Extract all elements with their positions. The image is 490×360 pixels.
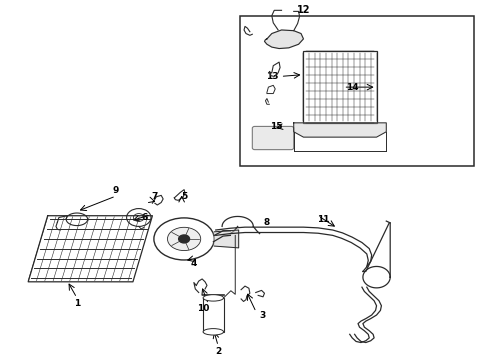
Text: 1: 1 <box>74 299 80 308</box>
Text: 5: 5 <box>181 192 187 201</box>
Text: 2: 2 <box>215 347 221 356</box>
Ellipse shape <box>203 295 223 301</box>
Text: 6: 6 <box>142 213 148 222</box>
Text: 8: 8 <box>264 219 270 228</box>
Polygon shape <box>265 30 303 49</box>
Text: 7: 7 <box>152 192 158 201</box>
Text: 13: 13 <box>266 72 278 81</box>
Ellipse shape <box>168 227 201 251</box>
Text: 12: 12 <box>297 5 310 15</box>
Text: 11: 11 <box>317 215 329 224</box>
Text: 9: 9 <box>113 186 119 195</box>
Text: 14: 14 <box>346 83 359 92</box>
Polygon shape <box>214 230 239 248</box>
Ellipse shape <box>154 218 214 260</box>
Text: 10: 10 <box>197 304 210 313</box>
Text: 4: 4 <box>191 260 197 269</box>
Bar <box>240 16 474 166</box>
Text: 3: 3 <box>259 311 265 320</box>
Bar <box>203 298 223 332</box>
Text: 15: 15 <box>270 122 283 131</box>
Circle shape <box>179 235 190 243</box>
Bar <box>303 51 376 123</box>
Polygon shape <box>28 216 152 282</box>
Ellipse shape <box>203 329 223 335</box>
Polygon shape <box>294 123 386 137</box>
FancyBboxPatch shape <box>252 126 294 150</box>
